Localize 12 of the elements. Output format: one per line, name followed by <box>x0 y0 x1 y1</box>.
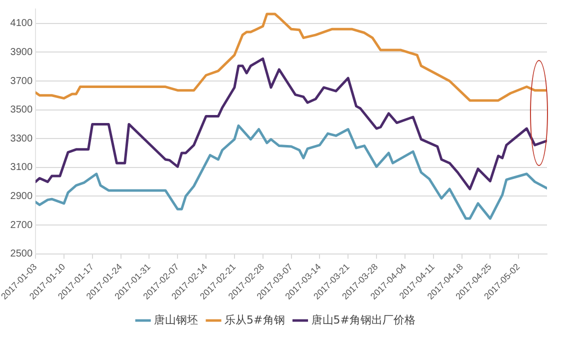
y-tick-label: 3300 <box>10 133 33 144</box>
legend-label: 乐从5#角钢 <box>224 313 285 326</box>
legend-label: 唐山钢坯 <box>154 313 198 326</box>
y-tick-label: 4100 <box>10 18 33 30</box>
y-tick-label: 2500 <box>10 248 33 260</box>
y-tick-label: 2900 <box>10 190 33 202</box>
y-tick-label: 2700 <box>10 220 33 231</box>
y-tick-label: 3700 <box>10 76 33 87</box>
y-tick-label: 3500 <box>10 104 33 116</box>
y-tick-label: 3900 <box>10 46 33 58</box>
y-tick-label: 3100 <box>10 162 33 174</box>
legend-label: 唐山5#角钢出厂价格 <box>311 313 416 326</box>
